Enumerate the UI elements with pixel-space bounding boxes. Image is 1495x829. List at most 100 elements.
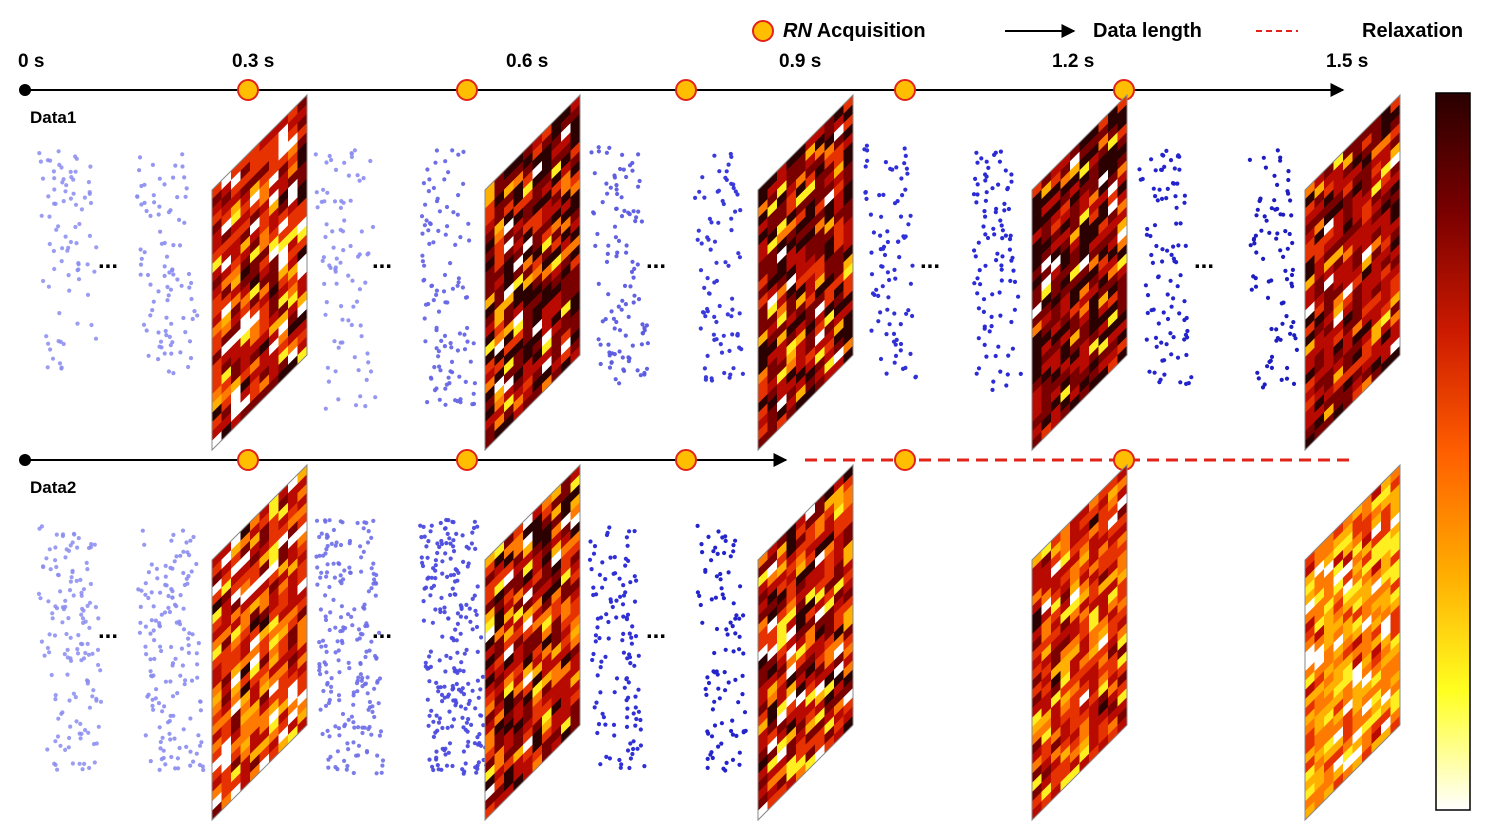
heatmap-cell (485, 782, 495, 802)
heatmap-cell (767, 366, 777, 386)
scatter-point (871, 230, 877, 235)
heatmap-cell (297, 604, 307, 624)
heatmap-cell (231, 587, 241, 607)
scatter-point (434, 346, 439, 351)
heatmap-cell (1343, 642, 1353, 662)
scatter-point (900, 193, 905, 198)
heatmap-cell (834, 215, 844, 236)
heatmap-cell (523, 161, 533, 181)
heatmap-cell (758, 254, 768, 274)
scatter-point (337, 670, 342, 675)
heatmap-cell (532, 272, 542, 292)
heatmap-cell (485, 431, 495, 451)
heatmap-cell (815, 364, 825, 385)
ellipsis: ... (1194, 247, 1214, 274)
scatter-point (1265, 364, 1270, 369)
heatmap-cell (259, 151, 269, 171)
heatmap-cell (767, 559, 777, 579)
heatmap-cell (278, 309, 288, 329)
scatter-point (1162, 372, 1167, 377)
scatter-point (356, 675, 361, 680)
scatter-point (636, 152, 641, 157)
scatter-point (352, 607, 357, 612)
heatmap-cell (532, 346, 542, 366)
scatter-point (973, 254, 978, 259)
heatmap-cell (1333, 402, 1343, 422)
heatmap-cell (796, 346, 806, 366)
scatter-point (1168, 331, 1173, 336)
heatmap-cell (1343, 151, 1353, 171)
scatter-point (418, 523, 423, 528)
heatmap-cell (532, 688, 542, 708)
scatter-point (335, 639, 340, 644)
heatmap-cell (1089, 197, 1099, 217)
scatter-point (983, 263, 988, 268)
scatter-point (65, 647, 70, 653)
heatmap-cell (485, 689, 495, 709)
scatter-point (876, 319, 881, 324)
heatmap-cell (1324, 198, 1334, 218)
heatmap-cell (1041, 578, 1051, 598)
scatter-point (442, 333, 448, 338)
scatter-point (450, 586, 455, 591)
heatmap-cell (1070, 670, 1080, 690)
scatter-point (314, 190, 319, 195)
scatter-point (619, 762, 624, 767)
scatter-point (606, 636, 611, 641)
heatmap-cell (834, 641, 844, 661)
heatmap-cell (570, 474, 580, 494)
heatmap-cell (815, 188, 825, 208)
scatter-point (346, 273, 351, 278)
heatmap-cell (1117, 206, 1127, 226)
scatter-point (613, 235, 619, 240)
heatmap-cell (250, 744, 260, 764)
heatmap-cell (786, 152, 796, 172)
scatter-point (451, 544, 456, 549)
heatmap-cell (815, 318, 825, 338)
heatmap-cell (542, 299, 552, 320)
heatmap-cell (1079, 207, 1089, 227)
scatter-point (904, 311, 909, 316)
heatmap-cell (1032, 217, 1042, 237)
scatter-point (876, 293, 881, 298)
heatmap-cell (485, 356, 495, 377)
heatmap-cell (504, 540, 514, 560)
heatmap-cell (513, 393, 523, 413)
scatter-point (1172, 166, 1177, 171)
scatter-point (433, 160, 438, 165)
heatmap-cell (824, 225, 834, 245)
scatter-point (726, 162, 731, 167)
heatmap-cell (815, 169, 825, 190)
scatter-point (1291, 320, 1296, 325)
heatmap-cell (1032, 680, 1042, 700)
heatmap-cell (1041, 393, 1051, 414)
scatter-point (605, 251, 610, 256)
scatter-point (143, 624, 148, 629)
heatmap-cell (551, 706, 561, 727)
heatmap-cell (1381, 530, 1391, 550)
scatter-point (331, 527, 336, 533)
scatter-point (66, 245, 71, 250)
scatter-point (1174, 221, 1179, 226)
heatmap-cell (212, 366, 222, 386)
heatmap-cell (1070, 716, 1080, 736)
heatmap-cell (570, 585, 580, 605)
heatmap-cell (758, 643, 768, 663)
heatmap-cell (485, 366, 495, 386)
scatter-point (156, 330, 161, 335)
heatmap-cell (786, 661, 796, 681)
heatmap-cell (1060, 337, 1070, 357)
heatmap-cell (212, 764, 222, 784)
scatter-point (451, 717, 456, 722)
heatmap-cell (1117, 234, 1127, 254)
heatmap-cell (1089, 549, 1099, 569)
heatmap-cell (796, 300, 806, 320)
heatmap-cell (805, 744, 815, 764)
heatmap-cell (758, 291, 768, 312)
heatmap-cell (1324, 605, 1334, 625)
heatmap-cell (1089, 151, 1099, 171)
scatter-point (437, 544, 442, 550)
heatmap-cell (494, 791, 504, 811)
heatmap-cell (485, 652, 495, 672)
scatter-point (367, 724, 372, 730)
